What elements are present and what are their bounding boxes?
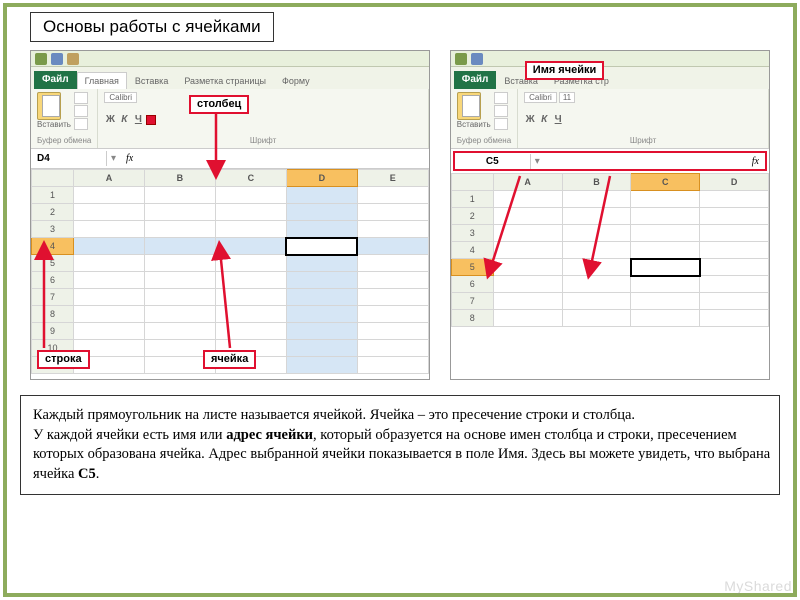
font-name[interactable]: Calibri (104, 92, 137, 103)
name-box[interactable]: C5 (455, 154, 531, 169)
fx-label[interactable]: fx (746, 156, 765, 167)
fx-label[interactable]: fx (120, 153, 139, 164)
copy-icon[interactable] (494, 105, 508, 117)
underline-button[interactable]: Ч (132, 114, 144, 125)
italic-button[interactable]: К (118, 114, 130, 125)
group-label-clipboard: Буфер обмена (457, 136, 511, 145)
ribbon-group-clipboard: Вставить Буфер обмена (31, 89, 98, 148)
quick-access-toolbar (451, 51, 769, 67)
name-box-dropdown-icon[interactable]: ▾ (531, 156, 544, 167)
ribbon-group-clipboard: Вставить Буфер обмена (451, 89, 518, 148)
font-size[interactable]: 11 (559, 92, 575, 103)
font-color-icon[interactable] (146, 115, 156, 125)
selected-cell[interactable] (631, 259, 700, 276)
file-tab[interactable]: Файл (34, 71, 77, 89)
paste-label: Вставить (37, 120, 71, 129)
italic-button[interactable]: К (538, 114, 550, 125)
bold-button[interactable]: Ж (104, 114, 116, 125)
desc-p1: Каждый прямоугольник на листе называется… (33, 406, 771, 426)
file-tab[interactable]: Файл (454, 71, 497, 89)
group-label-font: Шрифт (524, 136, 762, 145)
format-painter-icon[interactable] (74, 118, 88, 130)
col-header[interactable]: A (74, 170, 145, 187)
ribbon-group-font: Calibri 11 Ж К Ч Шрифт (518, 89, 769, 148)
paste-icon[interactable] (457, 92, 481, 120)
row-header[interactable]: 5 (451, 259, 493, 276)
underline-button[interactable]: Ч (552, 114, 564, 125)
font-name[interactable]: Calibri (524, 92, 557, 103)
save-icon (471, 53, 483, 65)
bold-button[interactable]: Ж (524, 114, 536, 125)
row-header[interactable]: 8 (451, 310, 493, 327)
spreadsheet-grid-left[interactable]: A B C D E 1 2 3 4 5 6 7 8 9 10 11 (31, 169, 429, 374)
watermark: MyShared (724, 578, 792, 594)
row-header[interactable]: 7 (451, 293, 493, 310)
slide-title: Основы работы с ячейками (30, 12, 274, 42)
col-header[interactable]: B (144, 170, 215, 187)
row-header[interactable]: 2 (451, 208, 493, 225)
format-painter-icon[interactable] (494, 118, 508, 130)
callout-row: строка (37, 350, 90, 369)
ribbon: Вставить Буфер обмена Calibri 11 Ж (451, 89, 769, 149)
paste-label: Вставить (457, 120, 491, 129)
formula-bar-highlighted: C5 ▾ fx (453, 151, 767, 171)
excel-screenshot-right: Файл Вставка Разметка стр Вставить Бу (450, 50, 770, 380)
row-header[interactable]: 1 (32, 187, 74, 204)
screenshot-row: Файл Главная Вставка Разметка страницы Ф… (30, 50, 770, 380)
row-header[interactable]: 3 (451, 225, 493, 242)
callout-cell: ячейка (203, 350, 256, 369)
row-header[interactable]: 4 (451, 242, 493, 259)
col-header[interactable]: B (562, 174, 631, 191)
desc-p2: У каждой ячейки есть имя или адрес ячейк… (33, 426, 771, 485)
formula-bar: D4 ▾ fx (31, 149, 429, 169)
row-header[interactable]: 8 (32, 306, 74, 323)
tab-insert[interactable]: Вставка (127, 72, 176, 89)
group-label-font: Шрифт (104, 136, 421, 145)
col-header[interactable]: C (215, 170, 286, 187)
paste-icon[interactable] (37, 92, 61, 120)
row-header[interactable]: 5 (32, 255, 74, 272)
row-header[interactable]: 2 (32, 204, 74, 221)
callout-namebox: Имя ячейки (525, 61, 604, 80)
cut-icon[interactable] (494, 92, 508, 104)
col-header[interactable]: A (493, 174, 562, 191)
name-box-dropdown-icon[interactable]: ▾ (107, 153, 120, 164)
ribbon-tabs: Файл Вставка Разметка стр (451, 67, 769, 89)
tab-home[interactable]: Главная (77, 72, 127, 89)
spreadsheet-grid-right[interactable]: A B C D 1 2 3 4 5 6 7 8 (451, 173, 769, 327)
undo-icon (67, 53, 79, 65)
col-header[interactable]: D (286, 170, 357, 187)
excel-icon (35, 53, 47, 65)
row-header[interactable]: 6 (451, 276, 493, 293)
tab-formulas[interactable]: Форму (274, 72, 318, 89)
quick-access-toolbar (31, 51, 429, 67)
copy-icon[interactable] (74, 105, 88, 117)
row-header[interactable]: 9 (32, 323, 74, 340)
ribbon-tabs: Файл Главная Вставка Разметка страницы Ф… (31, 67, 429, 89)
name-box[interactable]: D4 (31, 151, 107, 166)
col-header[interactable]: C (631, 174, 700, 191)
cut-icon[interactable] (74, 92, 88, 104)
select-all-corner[interactable] (32, 170, 74, 187)
callout-column: столбец (189, 95, 249, 114)
group-label-clipboard: Буфер обмена (37, 136, 91, 145)
row-header[interactable]: 4 (32, 238, 74, 255)
col-header[interactable]: D (700, 174, 769, 191)
tab-layout[interactable]: Разметка страницы (176, 72, 274, 89)
ribbon-group-font: Calibri Ж К Ч Шрифт (98, 89, 428, 148)
select-all-corner[interactable] (451, 174, 493, 191)
row-header[interactable]: 6 (32, 272, 74, 289)
selected-cell[interactable] (286, 238, 357, 255)
save-icon (51, 53, 63, 65)
excel-icon (455, 53, 467, 65)
description-box: Каждый прямоугольник на листе называется… (20, 395, 780, 495)
row-header[interactable]: 7 (32, 289, 74, 306)
row-header[interactable]: 3 (32, 221, 74, 238)
row-header[interactable]: 1 (451, 191, 493, 208)
col-header[interactable]: E (357, 170, 428, 187)
excel-screenshot-left: Файл Главная Вставка Разметка страницы Ф… (30, 50, 430, 380)
